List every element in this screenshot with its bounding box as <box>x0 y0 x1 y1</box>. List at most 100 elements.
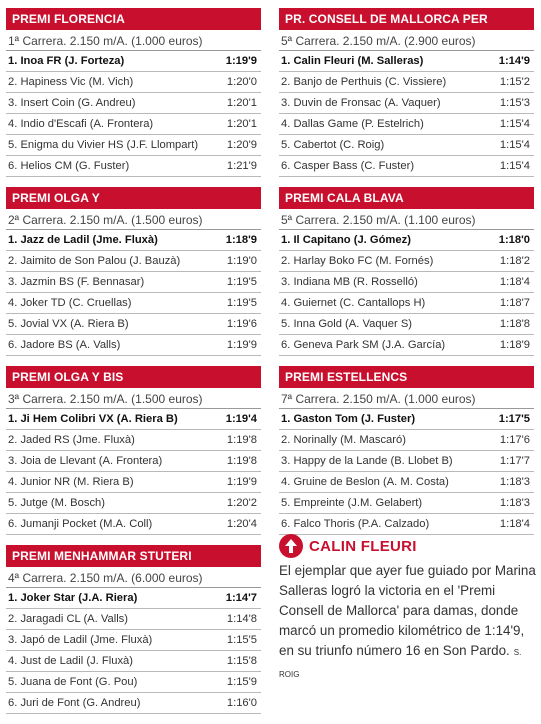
result-row: 2. Harlay Boko FC (M. Fornés) 1:18'2 <box>279 251 534 272</box>
result-row: 3. Duvin de Fronsac (A. Vaquer) 1:15'3 <box>279 93 534 114</box>
result-row: 1. Calin Fleuri (M. Salleras) 1:14'9 <box>279 51 534 72</box>
result-row: 4. Joker TD (C. Cruellas) 1:19'5 <box>6 293 261 314</box>
right-column: PR. CONSELL DE MALLORCA PER DAMES 5ª Car… <box>279 8 534 545</box>
result-row: 5. Jutge (M. Bosch) 1:20'2 <box>6 493 261 514</box>
runner-time: 1:17'5 <box>498 413 530 425</box>
race-subtitle: 2ª Carrera. 2.150 m/A. (1.500 euros) <box>6 209 261 230</box>
runner-name: 6. Geneva Park SM (J.A. García) <box>281 339 446 351</box>
runner-time: 1:17'6 <box>499 434 530 446</box>
result-row: 5. Juana de Font (G. Pou) 1:15'9 <box>6 672 261 693</box>
race-subtitle: 1ª Carrera. 2.150 m/A. (1.000 euros) <box>6 30 261 51</box>
runner-name: 4. Just de Ladil (J. Fluxà) <box>8 655 133 667</box>
runner-name: 4. Joker TD (C. Cruellas) <box>8 297 132 309</box>
race-subtitle: 5ª Carrera. 2.150 m/A. (2.900 euros) <box>279 30 534 51</box>
race-title: PR. CONSELL DE MALLORCA PER DAMES <box>279 8 534 48</box>
photo-credit: S. ROIG <box>279 648 522 679</box>
runner-name: 1. Calin Fleuri (M. Salleras) <box>281 55 424 67</box>
note-title: CALIN FLEURI <box>309 537 417 555</box>
runner-time: 1:16'0 <box>226 697 257 709</box>
runner-time: 1:18'4 <box>499 518 530 530</box>
result-row: 3. Joia de Llevant (A. Frontera) 1:19'8 <box>6 451 261 472</box>
runner-name: 6. Jumanji Pocket (M.A. Coll) <box>8 518 153 530</box>
result-row: 6. Jumanji Pocket (M.A. Coll) 1:20'4 <box>6 514 261 535</box>
race-table: PREMI MENHAMMAR STUTERI 4ª Carrera. 2.15… <box>6 545 261 714</box>
runner-name: 5. Empreinte (J.M. Gelabert) <box>281 497 423 509</box>
runner-time: 1:19'0 <box>226 255 257 267</box>
race-subtitle: 4ª Carrera. 2.150 m/A. (6.000 euros) <box>6 567 261 588</box>
result-row: 6. Casper Bass (C. Fuster) 1:15'4 <box>279 156 534 177</box>
runner-time: 1:20'0 <box>226 76 257 88</box>
runner-time: 1:20'1 <box>226 97 257 109</box>
runner-time: 1:18'9 <box>499 339 530 351</box>
result-row: 5. Jovial VX (A. Riera B) 1:19'6 <box>6 314 261 335</box>
result-row: 6. Juri de Font (G. Andreu) 1:16'0 <box>6 693 261 714</box>
note-body: El ejemplar que ayer fue guiado por Mari… <box>279 561 537 685</box>
result-row: 6. Helios CM (G. Fuster) 1:21'9 <box>6 156 261 177</box>
result-row: 2. Banjo de Perthuis (C. Vissiere) 1:15'2 <box>279 72 534 93</box>
race-title: PREMI OLGA Y BIS <box>6 366 261 388</box>
note-header: CALIN FLEURI <box>279 533 537 559</box>
caption-note: CALIN FLEURI El ejemplar que ayer fue gu… <box>279 533 537 685</box>
runner-name: 1. Gaston Tom (J. Fuster) <box>281 413 416 425</box>
runner-name: 5. Enigma du Vivier HS (J.F. Llompart) <box>8 139 199 151</box>
race-title: PREMI MENHAMMAR STUTERI <box>6 545 261 567</box>
race-title: PREMI OLGA Y <box>6 187 261 209</box>
runner-time: 1:20'2 <box>226 497 257 509</box>
runner-time: 1:15'9 <box>226 676 257 688</box>
runner-name: 1. Jazz de Ladil (Jme. Fluxà) <box>8 234 158 246</box>
runner-time: 1:18'3 <box>499 497 530 509</box>
runner-name: 1. Ji Hem Colibri VX (A. Riera B) <box>8 413 178 425</box>
runner-time: 1:19'9 <box>225 55 257 67</box>
left-column: PREMI FLORENCIA 1ª Carrera. 2.150 m/A. (… <box>6 8 261 724</box>
result-row: 6. Jadore BS (A. Valls) 1:19'9 <box>6 335 261 356</box>
runner-time: 1:19'4 <box>225 413 257 425</box>
runner-time: 1:15'4 <box>499 160 530 172</box>
runner-time: 1:15'4 <box>499 118 530 130</box>
runner-name: 3. Duvin de Fronsac (A. Vaquer) <box>281 97 441 109</box>
result-row: 4. Junior NR (M. Riera B) 1:19'9 <box>6 472 261 493</box>
result-row: 3. Japó de Ladil (Jme. Fluxà) 1:15'5 <box>6 630 261 651</box>
runner-time: 1:20'4 <box>226 518 257 530</box>
runner-time: 1:19'5 <box>226 297 257 309</box>
result-row: 1. Joker Star (J.A. Riera) 1:14'7 <box>6 588 261 609</box>
result-row: 3. Insert Coin (G. Andreu) 1:20'1 <box>6 93 261 114</box>
result-row: 2. Jaded RS (Jme. Fluxà) 1:19'8 <box>6 430 261 451</box>
result-row: 2. Jaragadi CL (A. Valls) 1:14'8 <box>6 609 261 630</box>
runner-name: 2. Jaded RS (Jme. Fluxà) <box>8 434 135 446</box>
runner-time: 1:17'7 <box>499 455 530 467</box>
race-title: PREMI ESTELLENCS <box>279 366 534 388</box>
runner-time: 1:18'9 <box>225 234 257 246</box>
note-text: El ejemplar que ayer fue guiado por Mari… <box>279 563 536 658</box>
result-row: 5. Empreinte (J.M. Gelabert) 1:18'3 <box>279 493 534 514</box>
runner-time: 1:18'4 <box>499 276 530 288</box>
runner-name: 3. Happy de la Lande (B. Llobet B) <box>281 455 453 467</box>
runner-name: 1. Il Capitano (J. Gómez) <box>281 234 411 246</box>
runner-time: 1:14'7 <box>225 592 257 604</box>
runner-time: 1:14'9 <box>498 55 530 67</box>
runner-name: 6. Juri de Font (G. Andreu) <box>8 697 141 709</box>
runner-name: 1. Inoa FR (J. Forteza) <box>8 55 125 67</box>
runner-time: 1:18'8 <box>499 318 530 330</box>
runner-name: 3. Jazmin BS (F. Bennasar) <box>8 276 145 288</box>
result-row: 1. Gaston Tom (J. Fuster) 1:17'5 <box>279 409 534 430</box>
runner-time: 1:19'9 <box>226 476 257 488</box>
runner-name: 3. Insert Coin (G. Andreu) <box>8 97 136 109</box>
runner-time: 1:18'7 <box>499 297 530 309</box>
result-row: 6. Geneva Park SM (J.A. García) 1:18'9 <box>279 335 534 356</box>
up-arrow-icon <box>279 534 303 558</box>
runner-name: 5. Juana de Font (G. Pou) <box>8 676 138 688</box>
result-row: 5. Inna Gold (A. Vaquer S) 1:18'8 <box>279 314 534 335</box>
runner-name: 4. Indio d'Escafi (A. Frontera) <box>8 118 154 130</box>
runner-name: 5. Inna Gold (A. Vaquer S) <box>281 318 413 330</box>
runner-time: 1:20'9 <box>226 139 257 151</box>
runner-time: 1:19'5 <box>226 276 257 288</box>
runner-name: 3. Indiana MB (R. Rosselló) <box>281 276 418 288</box>
runner-time: 1:19'8 <box>226 455 257 467</box>
runner-name: 4. Junior NR (M. Riera B) <box>8 476 134 488</box>
result-row: 1. Inoa FR (J. Forteza) 1:19'9 <box>6 51 261 72</box>
runner-time: 1:15'5 <box>226 634 257 646</box>
runner-name: 5. Jovial VX (A. Riera B) <box>8 318 129 330</box>
race-subtitle: 5ª Carrera. 2.150 m/A. (1.100 euros) <box>279 209 534 230</box>
runner-name: 3. Joia de Llevant (A. Frontera) <box>8 455 163 467</box>
race-title: PREMI FLORENCIA <box>6 8 261 30</box>
